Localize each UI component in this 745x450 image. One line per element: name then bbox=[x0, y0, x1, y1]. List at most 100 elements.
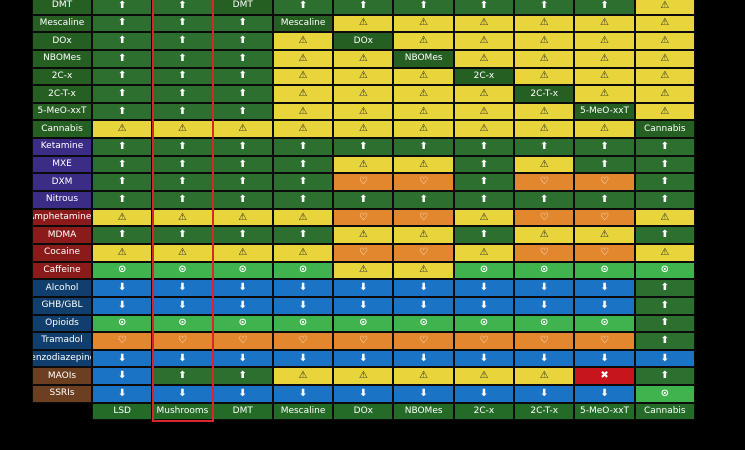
column-label[interactable]: Cannabis bbox=[634, 402, 695, 421]
interaction-cell[interactable]: ⚠ bbox=[514, 367, 575, 386]
interaction-cell[interactable]: ⊙ bbox=[453, 261, 515, 280]
row-label[interactable]: Nitrous bbox=[32, 191, 92, 209]
interaction-cell[interactable]: ⚠ bbox=[453, 120, 515, 139]
interaction-cell[interactable]: ⬇ bbox=[333, 296, 394, 315]
interaction-cell[interactable]: ⬇ bbox=[272, 349, 334, 368]
column-label[interactable]: 2C-x bbox=[453, 402, 515, 421]
row-label[interactable]: Alcohol bbox=[32, 279, 92, 297]
interaction-cell[interactable]: ⬆ bbox=[333, 191, 394, 209]
interaction-cell[interactable]: ⚠ bbox=[393, 226, 454, 244]
interaction-cell[interactable]: ⬆ bbox=[634, 155, 695, 174]
interaction-cell[interactable]: ⊙ bbox=[152, 314, 213, 333]
interaction-cell[interactable]: ⬆ bbox=[92, 102, 153, 121]
interaction-cell[interactable]: ⚠ bbox=[574, 85, 635, 103]
interaction-cell[interactable]: ✖ bbox=[574, 367, 635, 386]
interaction-cell[interactable]: ⬆ bbox=[634, 191, 695, 209]
interaction-cell[interactable]: ⚠ bbox=[634, 208, 695, 227]
interaction-cell[interactable]: ⬆ bbox=[634, 332, 695, 350]
interaction-cell[interactable]: ⚠ bbox=[212, 208, 273, 227]
interaction-cell[interactable]: ⚠ bbox=[333, 120, 394, 139]
interaction-cell[interactable]: ⬇ bbox=[393, 279, 454, 297]
interaction-cell[interactable]: ⚠ bbox=[272, 102, 334, 121]
column-label[interactable]: NBOMes bbox=[393, 402, 454, 421]
row-label[interactable]: SSRIs bbox=[32, 385, 92, 403]
interaction-cell[interactable]: ⚠ bbox=[634, 49, 695, 68]
interaction-cell[interactable]: ⚠ bbox=[393, 261, 454, 280]
interaction-cell[interactable]: ⬇ bbox=[514, 279, 575, 297]
column-label[interactable]: LSD bbox=[92, 402, 153, 421]
interaction-cell[interactable]: ♡ bbox=[152, 332, 213, 350]
column-label[interactable]: DOx bbox=[333, 402, 394, 421]
interaction-cell[interactable]: ⬇ bbox=[212, 279, 273, 297]
interaction-cell[interactable]: ⚠ bbox=[333, 67, 394, 86]
interaction-cell[interactable]: ⚠ bbox=[453, 85, 515, 103]
interaction-cell[interactable]: ⚠ bbox=[272, 32, 334, 50]
interaction-cell[interactable]: ⬆ bbox=[393, 0, 454, 15]
interaction-cell[interactable]: ⚠ bbox=[393, 155, 454, 174]
interaction-cell[interactable]: ⬆ bbox=[574, 0, 635, 15]
interaction-cell[interactable]: ⬆ bbox=[634, 314, 695, 333]
interaction-cell[interactable]: ⚠ bbox=[333, 85, 394, 103]
interaction-cell[interactable]: ⚠ bbox=[634, 243, 695, 262]
interaction-cell[interactable]: ⬆ bbox=[393, 191, 454, 209]
interaction-cell[interactable]: ⊙ bbox=[514, 314, 575, 333]
self-cell[interactable]: 2C-x bbox=[453, 67, 515, 86]
interaction-cell[interactable]: ⬇ bbox=[393, 296, 454, 315]
interaction-cell[interactable]: ⬆ bbox=[333, 0, 394, 15]
interaction-cell[interactable]: ⊙ bbox=[634, 385, 695, 403]
interaction-cell[interactable]: ⚠ bbox=[634, 85, 695, 103]
interaction-cell[interactable]: ⚠ bbox=[514, 49, 575, 68]
interaction-cell[interactable]: ⚠ bbox=[333, 49, 394, 68]
interaction-cell[interactable]: ⬇ bbox=[333, 385, 394, 403]
interaction-cell[interactable]: ⬆ bbox=[453, 138, 515, 156]
interaction-cell[interactable]: ⬆ bbox=[212, 367, 273, 386]
interaction-cell[interactable]: ⚠ bbox=[333, 14, 394, 33]
row-label[interactable]: MXE bbox=[32, 155, 92, 174]
interaction-cell[interactable]: ⚠ bbox=[152, 208, 213, 227]
interaction-cell[interactable]: ⚠ bbox=[574, 226, 635, 244]
interaction-cell[interactable]: ♡ bbox=[333, 173, 394, 192]
interaction-cell[interactable]: ⬆ bbox=[92, 173, 153, 192]
interaction-cell[interactable]: ⬆ bbox=[634, 138, 695, 156]
self-cell[interactable]: 2C-T-x bbox=[514, 85, 575, 103]
interaction-cell[interactable]: ⬇ bbox=[574, 296, 635, 315]
interaction-cell[interactable]: ⚠ bbox=[333, 155, 394, 174]
interaction-cell[interactable]: ⬆ bbox=[272, 173, 334, 192]
interaction-cell[interactable]: ⚠ bbox=[92, 243, 153, 262]
interaction-cell[interactable]: ⚠ bbox=[634, 102, 695, 121]
interaction-cell[interactable]: ⚠ bbox=[453, 208, 515, 227]
interaction-cell[interactable]: ⬇ bbox=[212, 296, 273, 315]
interaction-cell[interactable]: ♡ bbox=[514, 332, 575, 350]
interaction-cell[interactable]: ⊙ bbox=[634, 261, 695, 280]
interaction-cell[interactable]: ⚠ bbox=[393, 85, 454, 103]
interaction-cell[interactable]: ⚠ bbox=[634, 14, 695, 33]
interaction-cell[interactable]: ⬆ bbox=[272, 226, 334, 244]
interaction-cell[interactable]: ⊙ bbox=[453, 314, 515, 333]
interaction-cell[interactable]: ⚠ bbox=[393, 14, 454, 33]
interaction-cell[interactable]: ⚠ bbox=[272, 120, 334, 139]
interaction-cell[interactable]: ⬆ bbox=[92, 49, 153, 68]
interaction-cell[interactable]: ⬇ bbox=[393, 385, 454, 403]
interaction-cell[interactable]: ♡ bbox=[212, 332, 273, 350]
row-label[interactable]: Mescaline bbox=[32, 14, 92, 33]
interaction-cell[interactable]: ⬆ bbox=[152, 191, 213, 209]
interaction-cell[interactable]: ⬇ bbox=[453, 296, 515, 315]
interaction-cell[interactable]: ⬇ bbox=[272, 296, 334, 315]
row-label[interactable]: Cannabis bbox=[32, 120, 92, 139]
interaction-cell[interactable]: ⚠ bbox=[393, 67, 454, 86]
interaction-cell[interactable]: ⬆ bbox=[212, 49, 273, 68]
interaction-cell[interactable]: ⚠ bbox=[514, 155, 575, 174]
interaction-cell[interactable]: ⊙ bbox=[152, 261, 213, 280]
interaction-cell[interactable]: ⚠ bbox=[514, 14, 575, 33]
interaction-cell[interactable]: ⊙ bbox=[92, 314, 153, 333]
interaction-cell[interactable]: ⬆ bbox=[212, 85, 273, 103]
interaction-cell[interactable]: ⚠ bbox=[92, 208, 153, 227]
interaction-cell[interactable]: ⬆ bbox=[453, 0, 515, 15]
row-label[interactable]: MDMA bbox=[32, 226, 92, 244]
interaction-cell[interactable]: ⬆ bbox=[634, 367, 695, 386]
interaction-cell[interactable]: ♡ bbox=[272, 332, 334, 350]
interaction-cell[interactable]: ⬇ bbox=[453, 349, 515, 368]
self-cell[interactable]: 5-MeO-xxT bbox=[574, 102, 635, 121]
self-cell[interactable]: Mescaline bbox=[272, 14, 334, 33]
interaction-cell[interactable]: ⚠ bbox=[152, 120, 213, 139]
